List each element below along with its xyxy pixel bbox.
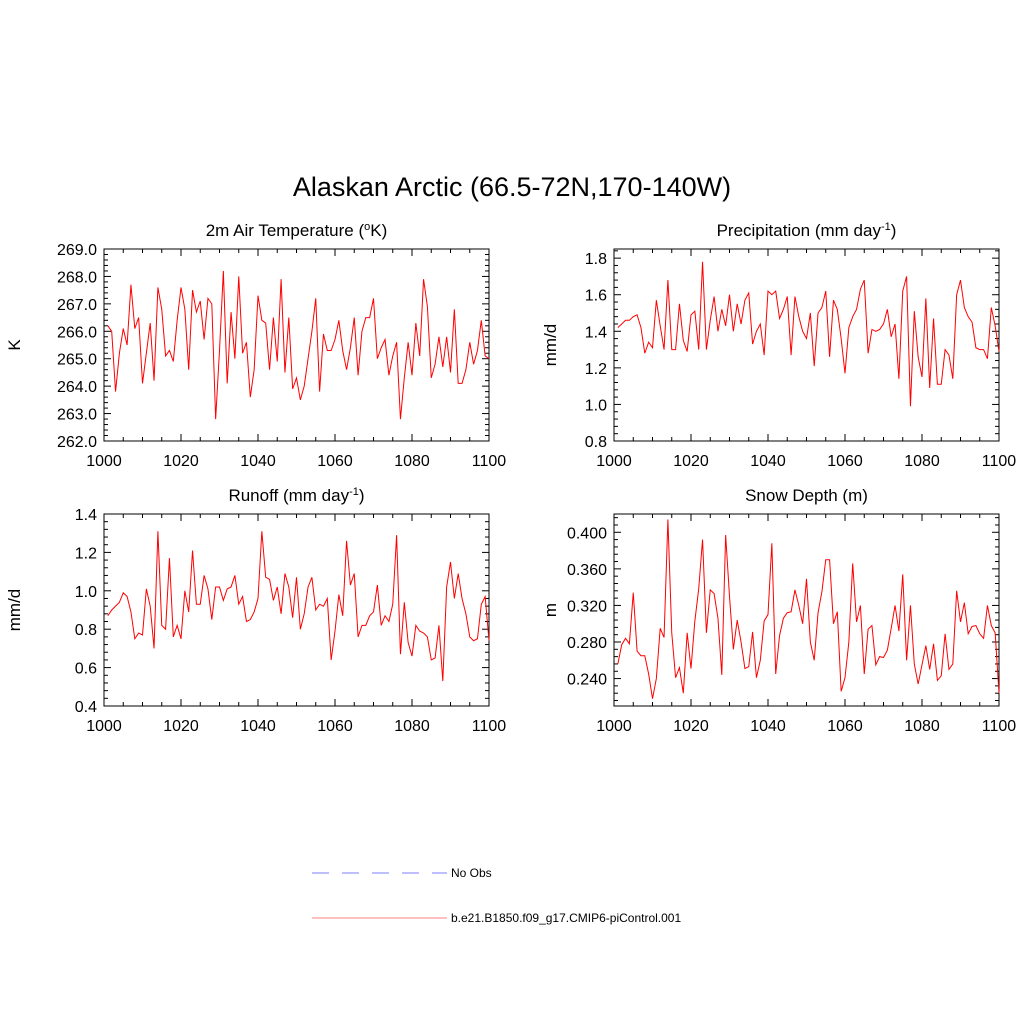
y-tick-label: 262.0 — [57, 434, 97, 451]
x-tick-label: 1060 — [827, 453, 863, 470]
y-tick-label: 0.6 — [75, 661, 97, 678]
x-tick-label: 1020 — [163, 718, 199, 735]
x-tick-label: 1040 — [750, 453, 786, 470]
x-tick-label: 1060 — [317, 453, 353, 470]
y-tick-label: 267.0 — [57, 297, 97, 314]
x-tick-label: 1060 — [827, 718, 863, 735]
y-tick-label: 265.0 — [57, 352, 97, 369]
panel-snow-depth: 1000 1020 1040 1060 1080 1100 0.240 0.280 0.320 0… — [541, 486, 1016, 735]
y-tick-label: 1.8 — [585, 251, 607, 268]
x-tick-label: 1000 — [596, 718, 632, 735]
y-tick-label: 0.8 — [585, 434, 607, 451]
x-tick-label: 1020 — [163, 453, 199, 470]
legend-model-label: b.e21.B1850.f09_g17.CMIP6-piControl.001 — [451, 911, 681, 925]
panel-title-superscript: -1 — [349, 486, 359, 498]
panel-air-temperature: 1000 1020 1040 1060 1080 1100 262.0 263.0 264.0 2… — [5, 221, 506, 470]
x-tick-label: 1080 — [904, 718, 940, 735]
x-tick-label: 1040 — [240, 718, 276, 735]
panel-title-superscript: o — [364, 221, 370, 233]
y-tick-label: 1.0 — [75, 584, 97, 601]
panel-title-main: Runoff (mm day — [228, 486, 349, 505]
plot-frame — [103, 248, 490, 442]
x-tick-label: 1100 — [472, 718, 507, 735]
series-line-model — [107, 270, 490, 420]
series-line-model — [617, 261, 1000, 407]
panel-title-main: 2m Air Temperature ( — [206, 221, 365, 240]
x-tick-label: 1080 — [904, 453, 940, 470]
panel-title: Precipitation (mm day-1) — [717, 221, 897, 240]
panel-title: Snow Depth (m) — [745, 486, 868, 505]
x-tick-label: 1080 — [394, 718, 430, 735]
y-tick-label: 1.4 — [585, 324, 607, 341]
y-tick-label: 0.320 — [567, 598, 607, 615]
x-tick-label: 1040 — [750, 718, 786, 735]
series-line-model — [107, 531, 490, 682]
y-axis-label: mm/d — [541, 324, 560, 367]
y-tick-label: 264.0 — [57, 379, 97, 396]
y-tick-label: 269.0 — [57, 242, 97, 259]
x-tick-label: 1040 — [240, 453, 276, 470]
y-tick-label: 266.0 — [57, 324, 97, 341]
y-axis-label: mm/d — [5, 589, 24, 632]
y-tick-label: 0.400 — [567, 525, 607, 542]
y-axis-label: K — [5, 339, 24, 351]
plot-frame — [613, 513, 1000, 707]
x-tick-label: 1000 — [86, 453, 122, 470]
panel-precipitation: 1000 1020 1040 1060 1080 1100 0.8 1.0 1.2 1.4 1.6 1… — [541, 221, 1016, 470]
panel-title-superscript: -1 — [881, 221, 891, 233]
x-tick-label: 1100 — [982, 453, 1017, 470]
x-tick-label: 1100 — [982, 718, 1017, 735]
legend: No Obs b.e21.B1850.f09_g17.CMIP6-piContr… — [312, 866, 681, 925]
panel-title-tail: ) — [891, 221, 897, 240]
series-line-model — [617, 519, 1000, 699]
y-tick-label: 1.2 — [75, 545, 97, 562]
plot-frame — [103, 513, 490, 707]
x-tick-label: 1020 — [673, 718, 709, 735]
panel-title: 2m Air Temperature (oK) — [206, 221, 388, 240]
panel-title-main: Precipitation (mm day — [717, 221, 882, 240]
y-tick-label: 0.240 — [567, 672, 607, 689]
x-tick-label: 1080 — [394, 453, 430, 470]
panel-title-tail: K) — [370, 221, 387, 240]
y-tick-label: 1.0 — [585, 397, 607, 414]
legend-obs-label: No Obs — [451, 866, 492, 880]
panel-runoff: 1000 1020 1040 1060 1080 1100 0.4 0.6 0.8 1.0 1.2 1… — [5, 486, 506, 735]
y-tick-label: 0.360 — [567, 562, 607, 579]
x-tick-label: 1000 — [596, 453, 632, 470]
y-axis-label: m — [541, 603, 560, 617]
y-tick-label: 0.8 — [75, 622, 97, 639]
x-tick-label: 1100 — [472, 453, 507, 470]
x-tick-label: 1000 — [86, 718, 122, 735]
y-tick-label: 0.280 — [567, 635, 607, 652]
panel-title-tail: ) — [359, 486, 365, 505]
y-tick-label: 1.6 — [585, 288, 607, 305]
main-title: Alaskan Arctic (66.5-72N,170-140W) — [293, 172, 731, 202]
y-tick-label: 1.2 — [585, 361, 607, 378]
panel-title-main: Snow Depth (m) — [745, 486, 868, 505]
x-tick-label: 1060 — [317, 718, 353, 735]
y-tick-label: 0.4 — [75, 699, 97, 716]
y-tick-label: 263.0 — [57, 407, 97, 424]
x-tick-label: 1020 — [673, 453, 709, 470]
y-tick-label: 1.4 — [75, 507, 97, 524]
y-tick-label: 268.0 — [57, 269, 97, 286]
panel-title: Runoff (mm day-1) — [228, 486, 364, 505]
